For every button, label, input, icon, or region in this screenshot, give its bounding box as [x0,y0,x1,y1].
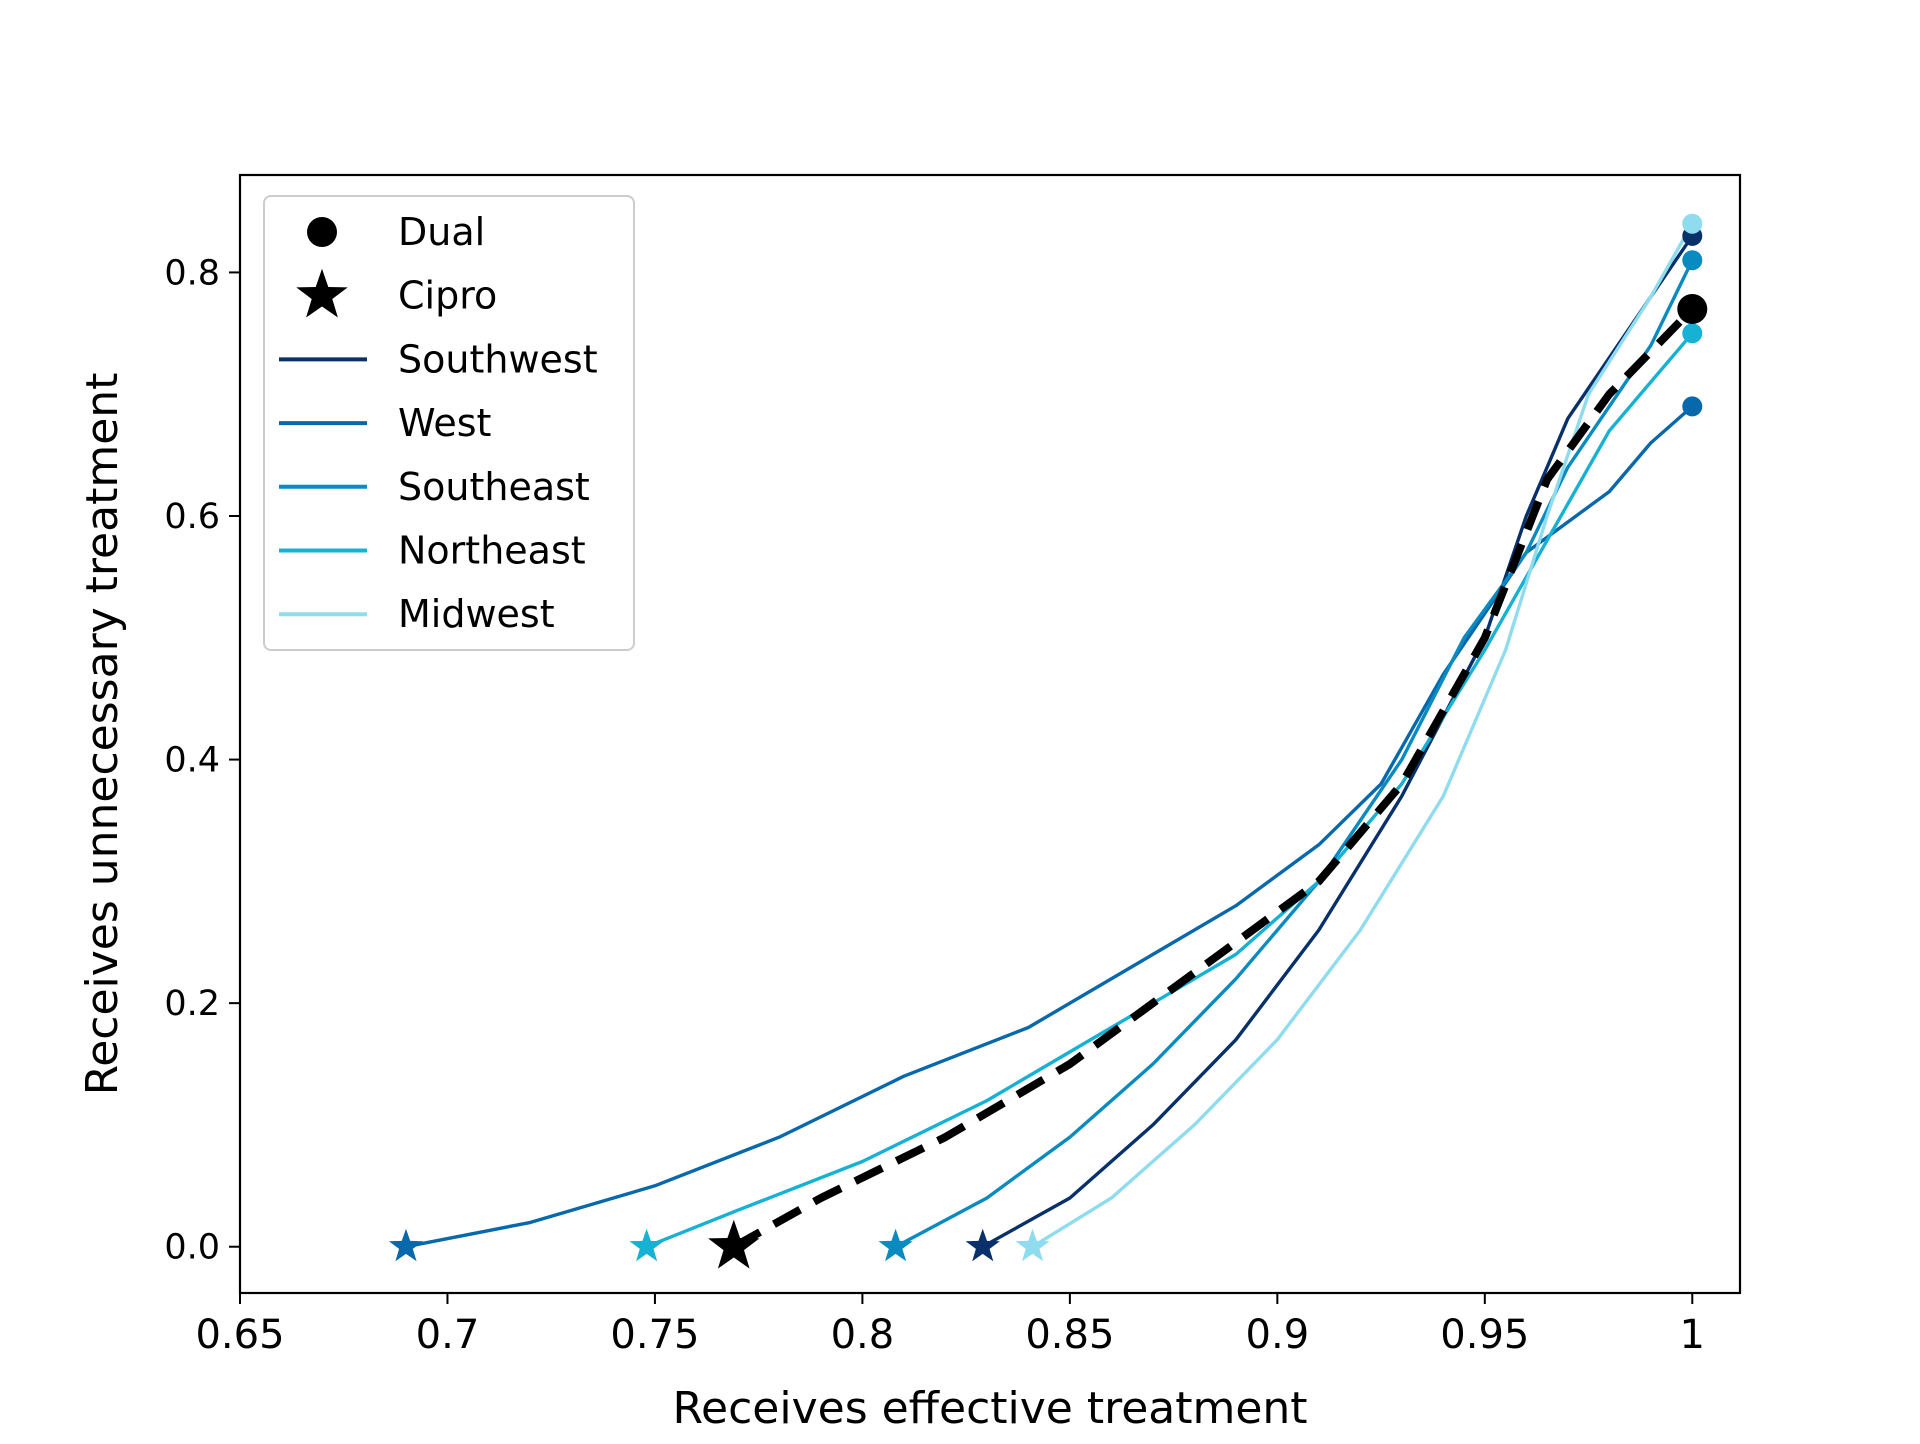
y-tick-label: 0.2 [164,984,220,1024]
legend-label-west: West [398,401,491,445]
y-tick-label: 0.6 [164,497,220,537]
plot-frame [238,173,1742,1295]
cipro-marker-southeast [878,1228,913,1262]
x-tick-label: 0.85 [1025,1312,1114,1358]
dual-marker-west [1682,396,1703,417]
cipro-marker-southwest [965,1228,1000,1262]
x-tick-label: 0.7 [416,1312,480,1358]
y-axis-label: Receives unnecessary treatment [77,373,128,1096]
dual-marker-midwest [1682,213,1703,234]
legend-box [263,195,635,651]
legend-cipro-star-icon [296,268,348,318]
x-tick-label: 0.75 [610,1312,699,1358]
dual-marker-average [1677,293,1708,324]
series-line-midwest [1031,222,1694,1249]
legend-dual-circle-icon [307,217,337,247]
series-line-west [405,405,1694,1249]
marker-layer [388,213,1708,1269]
dual-marker-southeast [1682,250,1703,271]
cipro-marker-midwest [1015,1228,1050,1262]
cipro-marker-northeast [629,1228,664,1262]
legend-label-midwest: Midwest [398,592,555,636]
y-tick-label: 0.0 [164,1228,220,1268]
legend-label-southeast: Southeast [398,465,590,509]
y-tick-label: 0.8 [164,253,220,293]
x-tick-label: 0.9 [1246,1312,1310,1358]
legend-label-dual: Dual [398,210,485,254]
cipro-marker-west [388,1228,424,1262]
legend-label-southwest: Southwest [398,337,598,381]
x-tick-label: 1 [1680,1312,1705,1358]
x-axis-label: Receives effective treatment [672,1383,1307,1434]
cipro-marker-average [708,1219,760,1269]
x-tick-label: 0.95 [1440,1312,1529,1358]
axes-layer: 0.65 0.7 0.75 0.8 0.85 0.9 0.95 1 0.0 0.2 0.4 0.6 0.… [164,253,1705,1358]
legend-label-northeast: Northeast [398,529,586,573]
legend: Dual Cipro Southwest West Southeast Northeast… [263,195,635,651]
x-tick-label: 0.8 [831,1312,895,1358]
series-line-average [731,306,1696,1251]
legend-label-cipro: Cipro [398,274,497,318]
y-tick-label: 0.4 [164,741,220,781]
dual-marker-northeast [1682,323,1703,344]
series-line-southeast [894,259,1694,1249]
series-layer [405,222,1696,1251]
x-tick-label: 0.65 [195,1312,284,1358]
